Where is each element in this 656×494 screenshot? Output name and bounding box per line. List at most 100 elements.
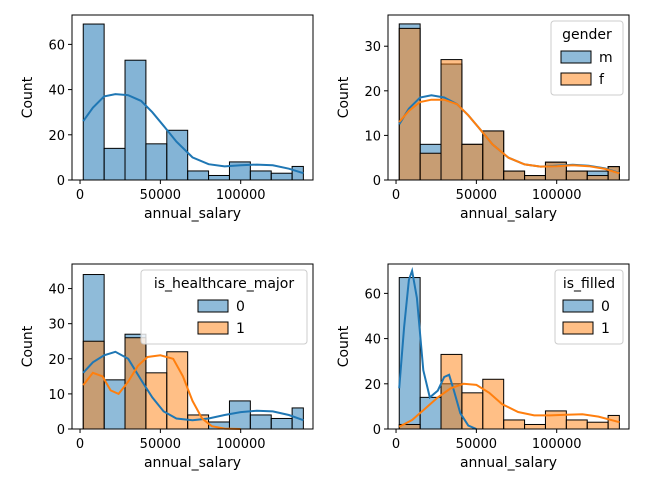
legend-swatch bbox=[562, 321, 594, 335]
histogram-bar bbox=[82, 23, 105, 181]
y-tick-label: 20 bbox=[48, 353, 65, 368]
axes-frame bbox=[71, 263, 314, 430]
histogram-bar bbox=[440, 59, 463, 181]
y-axis-label: Count bbox=[20, 76, 36, 118]
legend-swatch bbox=[560, 50, 592, 64]
y-axis-label: Count bbox=[336, 325, 352, 367]
histogram-bar bbox=[270, 172, 293, 181]
kde-line-series-1 bbox=[398, 266, 477, 430]
x-tick-label: 0 bbox=[76, 437, 84, 452]
histogram-bar bbox=[249, 170, 272, 181]
histogram-bar bbox=[166, 129, 189, 181]
legend: gender mf bbox=[550, 20, 624, 96]
histogram-bar bbox=[524, 423, 546, 430]
x-axis-label: annual_salary bbox=[144, 455, 241, 471]
histogram-bar bbox=[166, 351, 189, 430]
y-tick-label: 40 bbox=[364, 333, 381, 348]
x-tick-label: 50000 bbox=[456, 188, 497, 203]
subplot-3: 0 50000 100000010203040annual_salaryCounti… bbox=[20, 263, 314, 471]
legend: is_healthcare_major 0 1 bbox=[140, 269, 308, 345]
histogram-bar bbox=[565, 419, 588, 430]
histogram-bar bbox=[249, 414, 272, 430]
histogram-bar bbox=[565, 170, 588, 181]
legend-title: is_healthcare_major bbox=[154, 276, 295, 292]
kde-line-series-1 bbox=[82, 93, 304, 175]
histogram-bar bbox=[586, 421, 609, 430]
bars-series-2 bbox=[398, 27, 620, 181]
legend-swatch bbox=[560, 72, 592, 86]
x-tick-label: 100000 bbox=[532, 437, 582, 452]
histogram-bar bbox=[586, 175, 609, 181]
legend-swatch bbox=[197, 299, 229, 313]
x-tick-label: 0 bbox=[76, 188, 84, 203]
histogram-bar bbox=[461, 143, 484, 181]
histogram-bar bbox=[124, 59, 147, 181]
y-tick-label: 0 bbox=[57, 423, 65, 438]
legend-label: 1 bbox=[236, 321, 245, 337]
x-tick-label: 100000 bbox=[216, 188, 266, 203]
histogram-bar bbox=[187, 170, 210, 181]
y-tick-label: 0 bbox=[373, 423, 381, 438]
histogram-bar bbox=[103, 147, 126, 181]
y-axis-label: Count bbox=[20, 325, 36, 367]
x-tick-label: 50000 bbox=[140, 188, 181, 203]
legend-label: m bbox=[599, 50, 613, 66]
bars-series-1 bbox=[82, 23, 304, 181]
x-axis-label: annual_salary bbox=[460, 206, 557, 222]
histogram-bar bbox=[270, 417, 293, 430]
subplot-2: 0 50000 100000 0 10 20 30 annual_salary Count gen… bbox=[336, 14, 630, 222]
x-tick-label: 100000 bbox=[532, 188, 582, 203]
y-tick-label: 20 bbox=[364, 85, 381, 100]
y-tick-label: 60 bbox=[364, 287, 381, 302]
legend-label: 0 bbox=[236, 299, 245, 315]
subplot-1: 0 50000 100000 0 20 40 60 annual_salary Count bbox=[20, 14, 314, 222]
axes-frame bbox=[387, 14, 630, 181]
y-tick-label: 10 bbox=[364, 129, 381, 144]
histogram-bar bbox=[503, 170, 526, 181]
y-tick-label: 20 bbox=[48, 129, 65, 144]
histogram-bar bbox=[419, 152, 442, 181]
kde-line-series-1 bbox=[82, 350, 304, 422]
x-tick-label: 100000 bbox=[216, 437, 266, 452]
axes-frame bbox=[71, 14, 314, 181]
y-tick-label: 30 bbox=[364, 40, 381, 55]
x-tick-label: 0 bbox=[392, 188, 400, 203]
kde-line-series-2 bbox=[398, 98, 620, 175]
axes-frame bbox=[387, 263, 630, 430]
histogram-bar bbox=[524, 175, 546, 181]
histogram-bar bbox=[145, 143, 168, 181]
legend-swatch bbox=[197, 321, 229, 335]
legend-title: is_filled bbox=[563, 276, 615, 292]
y-axis-label: Count bbox=[336, 76, 352, 118]
y-tick-label: 0 bbox=[373, 174, 381, 189]
kde-line-series-2 bbox=[398, 382, 620, 428]
histogram-bar bbox=[544, 410, 567, 430]
histogram-bar bbox=[419, 396, 442, 430]
histogram-bar bbox=[208, 174, 230, 181]
kde-line-series-2 bbox=[82, 354, 241, 430]
legend-label: 0 bbox=[601, 299, 610, 315]
legend-label: 1 bbox=[601, 321, 610, 337]
histogram-bar bbox=[503, 419, 526, 430]
histogram-bar bbox=[461, 392, 484, 430]
y-tick-label: 40 bbox=[48, 283, 65, 298]
histogram-bar bbox=[82, 340, 105, 430]
histogram-bar bbox=[228, 400, 251, 430]
legend-label: f bbox=[599, 72, 605, 88]
x-tick-label: 50000 bbox=[456, 437, 497, 452]
y-tick-label: 10 bbox=[48, 388, 65, 403]
histogram-bar bbox=[103, 379, 126, 430]
legend: is_filled 0 1 bbox=[554, 269, 624, 345]
y-tick-label: 40 bbox=[48, 84, 65, 99]
y-tick-label: 0 bbox=[57, 174, 65, 189]
x-tick-label: 50000 bbox=[140, 437, 181, 452]
legend-title: gender bbox=[562, 27, 612, 43]
y-tick-label: 60 bbox=[48, 38, 65, 53]
subplot-4: 0 50000 100000 0 20 40 60 annual_salary Count is_… bbox=[336, 263, 630, 471]
x-axis-label: annual_salary bbox=[460, 455, 557, 471]
x-axis-label: annual_salary bbox=[144, 206, 241, 222]
bars-series-2 bbox=[82, 337, 210, 430]
legend-swatch bbox=[562, 299, 594, 313]
histogram-bar bbox=[482, 130, 505, 181]
